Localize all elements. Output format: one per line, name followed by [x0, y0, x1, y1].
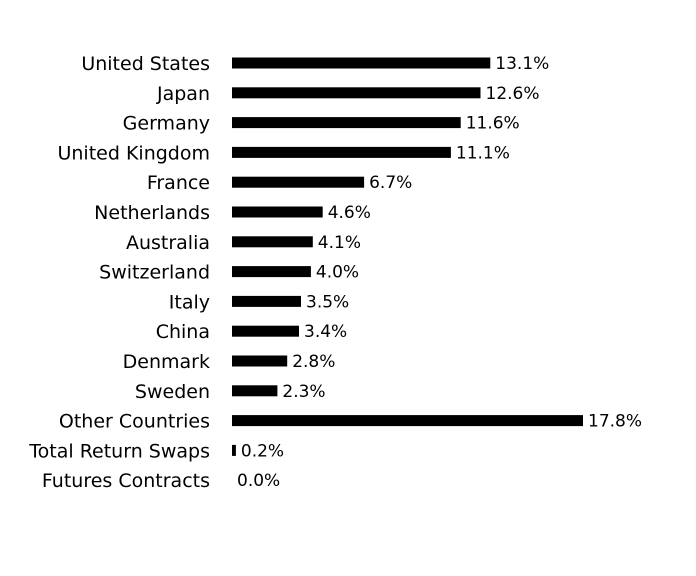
category-label: United States [81, 53, 210, 75]
value-label: 17.8% [588, 412, 642, 432]
category-label: Futures Contracts [42, 470, 210, 492]
bar-united-kingdom [232, 146, 451, 158]
value-label: 2.3% [282, 382, 325, 402]
bar-italy [232, 295, 301, 307]
bar-group [232, 57, 583, 456]
category-label: Total Return Swaps [28, 440, 210, 462]
category-label: United Kingdom [57, 142, 210, 164]
category-label: Germany [123, 113, 210, 135]
bar-france [232, 176, 365, 188]
value-label: 11.6% [466, 114, 520, 134]
bar-other-countries [232, 415, 583, 427]
value-label: 3.4% [304, 322, 347, 342]
value-label: 3.5% [306, 292, 349, 312]
category-label: Australia [126, 232, 210, 254]
value-label: 4.0% [316, 263, 359, 283]
value-label: 6.7% [369, 173, 412, 193]
category-label-group: United States Japan Germany United Kingdom F… [28, 53, 210, 492]
bar-total-return-swaps [232, 444, 236, 456]
value-label: 12.6% [486, 84, 540, 104]
bar-australia [232, 236, 313, 248]
bar-germany [232, 117, 461, 129]
category-label: Japan [156, 83, 210, 105]
value-label: 4.6% [328, 203, 371, 223]
value-label: 0.0% [237, 471, 280, 491]
value-label: 4.1% [318, 233, 361, 253]
bar-china [232, 325, 299, 337]
value-label-group: 13.1% 12.6% 11.6% 11.1% 6.7% 4.6% 4.1% 4.0% 3.5%… [237, 54, 642, 491]
bar-denmark [232, 355, 288, 367]
value-label: 0.2% [241, 441, 284, 461]
category-label: France [147, 172, 210, 194]
bar-united-states [232, 57, 491, 69]
bar-netherlands [232, 206, 323, 218]
value-label: 13.1% [495, 54, 549, 74]
bar-switzerland [232, 266, 311, 278]
category-label: Denmark [123, 351, 210, 373]
bar-japan [232, 87, 481, 99]
value-label: 11.1% [456, 143, 510, 163]
bar-sweden [232, 385, 278, 397]
value-label: 2.8% [292, 352, 335, 372]
category-label: Sweden [135, 381, 210, 403]
category-label: Switzerland [99, 262, 210, 284]
category-label: Italy [169, 291, 210, 313]
category-label: China [156, 321, 210, 343]
category-label: Netherlands [94, 202, 210, 224]
category-label: Other Countries [59, 411, 210, 433]
